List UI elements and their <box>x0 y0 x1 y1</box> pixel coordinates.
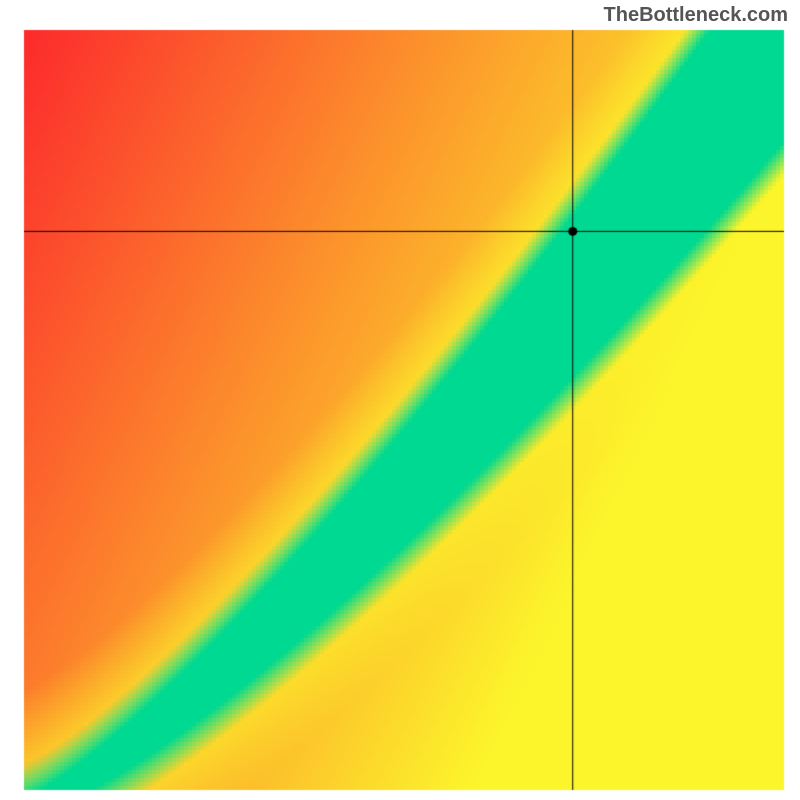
watermark: TheBottleneck.com <box>604 4 788 27</box>
heatmap-canvas <box>0 0 800 800</box>
chart-container: TheBottleneck.com <box>0 0 800 800</box>
